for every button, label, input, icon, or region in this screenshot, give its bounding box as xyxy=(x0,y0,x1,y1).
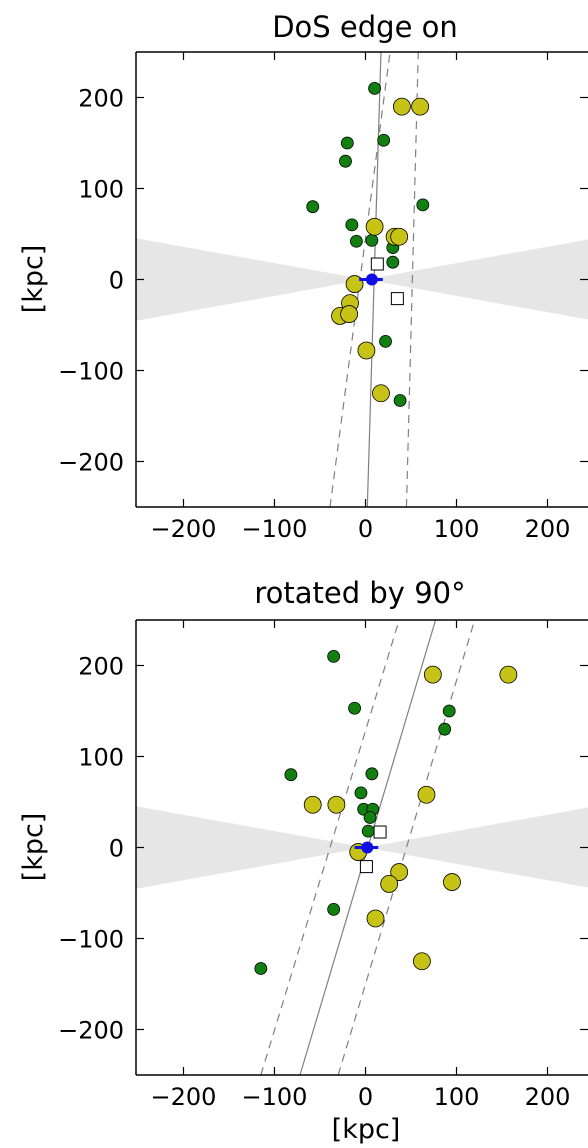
yellow-satellite-point xyxy=(358,342,375,359)
green-satellite-point xyxy=(387,256,399,268)
y-tick-label: −100 xyxy=(58,358,124,386)
green-satellite-point xyxy=(355,787,367,799)
open-square-point xyxy=(360,861,372,873)
green-satellite-point xyxy=(285,769,297,781)
green-satellite-point xyxy=(350,235,362,247)
green-satellite-point xyxy=(369,82,381,94)
y-tick-label: 0 xyxy=(109,835,124,863)
x-tick-label: 100 xyxy=(434,1083,480,1111)
green-satellite-point xyxy=(339,155,351,167)
y-tick-label: 100 xyxy=(78,176,124,204)
yellow-satellite-point xyxy=(304,796,321,813)
yellow-satellite-point xyxy=(413,953,430,970)
green-satellite-point xyxy=(346,219,358,231)
y-axis-label: [kpc] xyxy=(18,813,49,882)
green-satellite-point xyxy=(394,395,406,407)
yellow-satellite-point xyxy=(391,228,408,245)
green-satellite-point xyxy=(366,234,378,246)
green-satellite-point xyxy=(443,705,455,717)
host-galaxy-point xyxy=(362,842,373,853)
green-satellite-point xyxy=(378,134,390,146)
green-satellite-point xyxy=(349,702,361,714)
y-tick-label: 200 xyxy=(78,653,124,681)
green-satellite-point xyxy=(366,768,378,780)
green-satellite-point xyxy=(362,825,374,837)
open-square-point xyxy=(391,293,403,305)
green-satellite-point xyxy=(328,650,340,662)
green-satellite-point xyxy=(439,723,451,735)
panel-dos-edge-on: DoS edge on [kpc] −200 −100 0 100 200 200 100 0… xyxy=(18,10,588,543)
yellow-satellite-point xyxy=(443,874,460,891)
yellow-satellite-point xyxy=(412,98,429,115)
yellow-satellite-point xyxy=(341,306,358,323)
y-tick-label: −200 xyxy=(58,1017,124,1045)
yellow-satellite-point xyxy=(328,796,345,813)
y-tick-label: −200 xyxy=(58,449,124,477)
x-tick-label: −100 xyxy=(242,1083,308,1111)
y-tick-label: −100 xyxy=(58,926,124,954)
x-tick-label: 200 xyxy=(525,1083,571,1111)
green-satellite-point xyxy=(364,811,376,823)
x-tick-label: −200 xyxy=(151,515,217,543)
green-satellite-point xyxy=(328,903,340,915)
green-satellite-point xyxy=(341,137,353,149)
green-satellite-point xyxy=(307,201,319,213)
y-tick-label: 0 xyxy=(109,267,124,295)
x-tick-label: −200 xyxy=(151,1083,217,1111)
yellow-satellite-point xyxy=(367,910,384,927)
x-axis-label: [kpc] xyxy=(332,1114,401,1144)
y-tick-label: 100 xyxy=(78,744,124,772)
yellow-satellite-point xyxy=(424,666,441,683)
y-tick-label: 200 xyxy=(78,85,124,113)
yellow-satellite-point xyxy=(418,786,435,803)
open-square-point xyxy=(374,826,386,838)
green-satellite-point xyxy=(380,335,392,347)
green-satellite-point xyxy=(255,963,267,975)
obscured-wedge-right xyxy=(366,798,588,896)
yellow-satellite-point xyxy=(381,875,398,892)
chart-title: DoS edge on xyxy=(272,10,458,44)
y-axis-label: [kpc] xyxy=(18,245,49,314)
x-tick-label: 0 xyxy=(358,1083,373,1111)
yellow-satellite-point xyxy=(393,98,410,115)
open-square-point xyxy=(371,258,383,270)
x-tick-label: 100 xyxy=(434,515,480,543)
yellow-satellite-point xyxy=(372,385,389,402)
host-galaxy-point xyxy=(366,274,377,285)
yellow-satellite-point xyxy=(500,666,517,683)
obscured-wedge-left xyxy=(93,230,366,328)
obscured-wedge-left xyxy=(93,798,366,896)
panel-rotated: rotated by 90° [kpc] [kpc] −200 −100 0 100 2… xyxy=(18,576,588,1144)
x-tick-label: 0 xyxy=(358,515,373,543)
green-satellite-point xyxy=(417,199,429,211)
chart-title: rotated by 90° xyxy=(254,576,465,610)
x-tick-label: −100 xyxy=(242,515,308,543)
x-tick-label: 200 xyxy=(525,515,571,543)
yellow-satellite-point xyxy=(366,218,383,235)
